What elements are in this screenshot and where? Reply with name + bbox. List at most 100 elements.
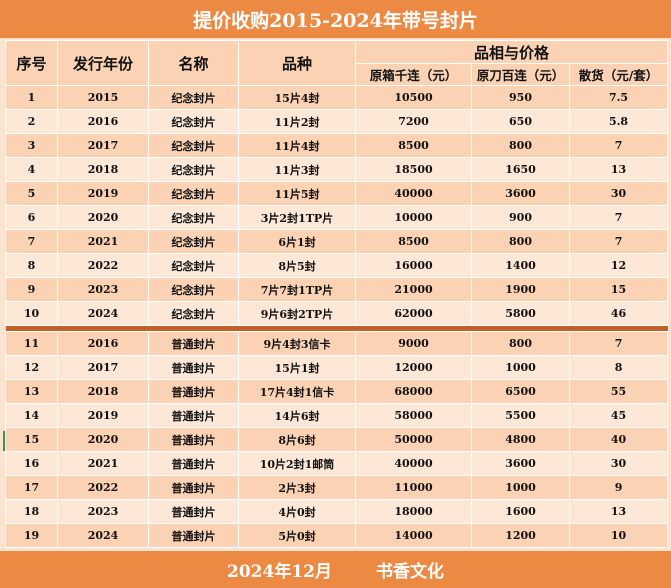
cell-box-price[interactable]: 18500 [355,157,472,182]
cell-name[interactable]: 纪念封片 [148,109,239,134]
cell-index[interactable]: 3 [5,133,58,158]
cell-box-price[interactable]: 62000 [355,301,472,326]
cell-index[interactable]: 12 [5,355,58,380]
cell-name[interactable]: 纪念封片 [148,205,239,230]
cell-loose-price[interactable]: 13 [568,499,669,524]
cell-name[interactable]: 纪念封片 [148,157,239,182]
cell-variety[interactable]: 17片4封1信卡 [238,379,356,404]
cell-bundle-price[interactable]: 800 [471,133,570,158]
cell-index[interactable]: 6 [5,205,58,230]
cell-index[interactable]: 1 [5,85,58,110]
cell-variety[interactable]: 2片3封 [238,475,356,500]
cell-box-price[interactable]: 9000 [355,331,472,356]
cell-year[interactable]: 2021 [57,229,149,254]
cell-loose-price[interactable]: 30 [568,451,669,476]
cell-loose-price[interactable]: 30 [568,181,669,206]
cell-year[interactable]: 2022 [57,475,149,500]
cell-box-price[interactable]: 21000 [355,277,472,302]
cell-loose-price[interactable]: 7 [568,205,669,230]
cell-variety[interactable]: 15片1封 [238,355,356,380]
cell-name[interactable]: 普通封片 [148,403,239,428]
cell-index[interactable]: 14 [5,403,58,428]
cell-variety[interactable]: 8片5封 [238,253,356,278]
cell-index[interactable]: 17 [5,475,58,500]
cell-box-price[interactable]: 8500 [355,133,472,158]
cell-year[interactable]: 2018 [57,157,149,182]
cell-box-price[interactable]: 50000 [355,427,472,452]
cell-bundle-price[interactable]: 6500 [471,379,570,404]
cell-bundle-price[interactable]: 1000 [471,355,570,380]
cell-variety[interactable]: 11片5封 [238,181,356,206]
cell-index[interactable]: 10 [5,301,58,326]
cell-variety[interactable]: 11片2封 [238,109,356,134]
cell-loose-price[interactable]: 7.5 [568,85,669,110]
cell-bundle-price[interactable]: 650 [471,109,570,134]
cell-year[interactable]: 2020 [57,205,149,230]
cell-index[interactable]: 4 [5,157,58,182]
cell-loose-price[interactable]: 5.8 [568,109,669,134]
cell-index[interactable]: 11 [5,331,58,356]
cell-name[interactable]: 普通封片 [148,475,239,500]
cell-bundle-price[interactable]: 1600 [471,499,570,524]
cell-variety[interactable]: 8片6封 [238,427,356,452]
cell-year[interactable]: 2017 [57,355,149,380]
cell-name[interactable]: 普通封片 [148,355,239,380]
cell-box-price[interactable]: 40000 [355,181,472,206]
cell-index[interactable]: 16 [5,451,58,476]
cell-box-price[interactable]: 10500 [355,85,472,110]
cell-box-price[interactable]: 10000 [355,205,472,230]
cell-bundle-price[interactable]: 1000 [471,475,570,500]
cell-bundle-price[interactable]: 900 [471,205,570,230]
cell-bundle-price[interactable]: 1400 [471,253,570,278]
cell-box-price[interactable]: 16000 [355,253,472,278]
cell-variety[interactable]: 14片6封 [238,403,356,428]
cell-year[interactable]: 2019 [57,181,149,206]
cell-index[interactable]: 7 [5,229,58,254]
cell-year[interactable]: 2018 [57,379,149,404]
cell-year[interactable]: 2023 [57,277,149,302]
cell-variety[interactable]: 10片2封1邮筒 [238,451,356,476]
cell-bundle-price[interactable]: 5800 [471,301,570,326]
cell-name[interactable]: 纪念封片 [148,253,239,278]
cell-loose-price[interactable]: 45 [568,403,669,428]
cell-index[interactable]: 18 [5,499,58,524]
cell-variety[interactable]: 3片2封1TP片 [238,205,356,230]
cell-loose-price[interactable]: 10 [568,523,669,548]
cell-index[interactable]: 8 [5,253,58,278]
cell-variety[interactable]: 4片0封 [238,499,356,524]
cell-name[interactable]: 普通封片 [148,427,239,452]
cell-loose-price[interactable]: 15 [568,277,669,302]
cell-index[interactable]: 19 [5,523,58,548]
cell-index[interactable]: 2 [5,109,58,134]
cell-box-price[interactable]: 18000 [355,499,472,524]
cell-box-price[interactable]: 7200 [355,109,472,134]
cell-year[interactable]: 2024 [57,523,149,548]
cell-loose-price[interactable]: 8 [568,355,669,380]
cell-bundle-price[interactable]: 1200 [471,523,570,548]
cell-name[interactable]: 纪念封片 [148,85,239,110]
cell-loose-price[interactable]: 12 [568,253,669,278]
cell-name[interactable]: 普通封片 [148,499,239,524]
cell-index[interactable]: 13 [5,379,58,404]
cell-box-price[interactable]: 8500 [355,229,472,254]
cell-index[interactable]: 15 [5,427,58,452]
cell-index[interactable]: 5 [5,181,58,206]
cell-year[interactable]: 2020 [57,427,149,452]
cell-loose-price[interactable]: 7 [568,331,669,356]
cell-bundle-price[interactable]: 800 [471,331,570,356]
cell-bundle-price[interactable]: 950 [471,85,570,110]
cell-variety[interactable]: 5片0封 [238,523,356,548]
cell-bundle-price[interactable]: 5500 [471,403,570,428]
cell-variety[interactable]: 6片1封 [238,229,356,254]
cell-variety[interactable]: 7片7封1TP片 [238,277,356,302]
cell-year[interactable]: 2016 [57,109,149,134]
cell-box-price[interactable]: 68000 [355,379,472,404]
cell-name[interactable]: 纪念封片 [148,181,239,206]
cell-name[interactable]: 普通封片 [148,523,239,548]
cell-loose-price[interactable]: 9 [568,475,669,500]
cell-variety[interactable]: 15片4封 [238,85,356,110]
cell-box-price[interactable]: 14000 [355,523,472,548]
cell-year[interactable]: 2019 [57,403,149,428]
cell-name[interactable]: 普通封片 [148,451,239,476]
cell-variety[interactable]: 9片4封3信卡 [238,331,356,356]
